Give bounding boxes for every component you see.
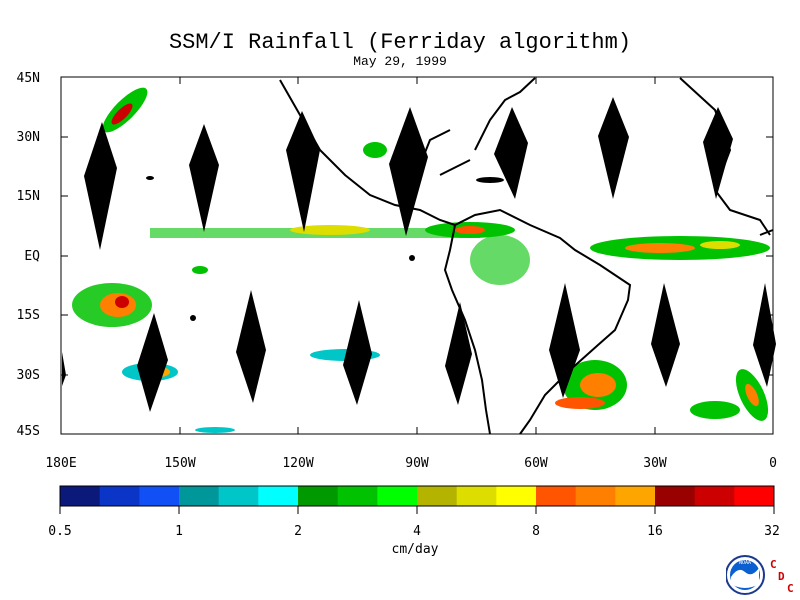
lon-label-120w: 120W xyxy=(282,456,314,471)
lat-label-30n: 30N xyxy=(16,130,40,145)
lat-label-eq: EQ xyxy=(24,249,40,264)
colorbar-cell xyxy=(694,486,735,506)
lat-label-45s: 45S xyxy=(16,424,40,439)
colorbar-cell xyxy=(139,486,180,506)
colorbar-tick-32: 32 xyxy=(764,524,780,539)
cdc-letter-d: D xyxy=(778,570,785,583)
noaa-logo-text: NOAA xyxy=(739,560,751,566)
colorbar-tick-4: 4 xyxy=(413,524,421,539)
colorbar-cells xyxy=(60,486,775,506)
colorbar-cell xyxy=(456,486,497,506)
map-date: May 29, 1999 xyxy=(353,54,447,69)
colorbar-tick-0.5: 0.5 xyxy=(48,524,72,539)
colorbar-units: cm/day xyxy=(391,542,439,557)
lon-label-0: 0 xyxy=(769,456,777,471)
colorbar-cell xyxy=(496,486,537,506)
cdc-letter-c: C xyxy=(770,558,777,571)
colorbar-cell xyxy=(377,486,418,506)
colorbar-ticks xyxy=(59,506,775,514)
colorbar-cell xyxy=(99,486,140,506)
colorbar-cell xyxy=(734,486,775,506)
islands xyxy=(146,176,504,321)
colorbar-tick-1: 1 xyxy=(175,524,183,539)
lon-label-150w: 150W xyxy=(164,456,196,471)
colorbar-cell xyxy=(337,486,378,506)
lat-label-30s: 30S xyxy=(16,368,40,383)
colorbar-cell xyxy=(575,486,616,506)
colorbar-tick-8: 8 xyxy=(532,524,540,539)
colorbar-cell xyxy=(536,486,577,506)
lat-label-45n: 45N xyxy=(16,71,40,86)
colorbar-cell xyxy=(655,486,696,506)
colorbar-cell xyxy=(179,486,220,506)
lat-label-15s: 15S xyxy=(16,308,40,323)
colorbar-cell xyxy=(417,486,458,506)
colorbar-tick-16: 16 xyxy=(647,524,663,539)
map-title: SSM/I Rainfall (Ferriday algorithm) xyxy=(168,30,632,55)
colorbar-cell xyxy=(60,486,101,506)
cdc-letter-c2: C xyxy=(787,582,794,595)
lon-label-90w: 90W xyxy=(405,456,429,471)
colorbar-cell xyxy=(218,486,259,506)
colorbar-tick-2: 2 xyxy=(294,524,302,539)
colorbar-cell xyxy=(258,486,299,506)
swath-gaps xyxy=(62,97,776,412)
lon-label-30w: 30W xyxy=(643,456,667,471)
lon-label-60w: 60W xyxy=(524,456,548,471)
noaa-logo: NOAA C D C xyxy=(726,555,794,595)
lat-label-15n: 15N xyxy=(16,189,40,204)
colorbar-cell xyxy=(615,486,656,506)
lon-label-180e: 180E xyxy=(45,456,77,471)
colorbar-cell xyxy=(298,486,339,506)
